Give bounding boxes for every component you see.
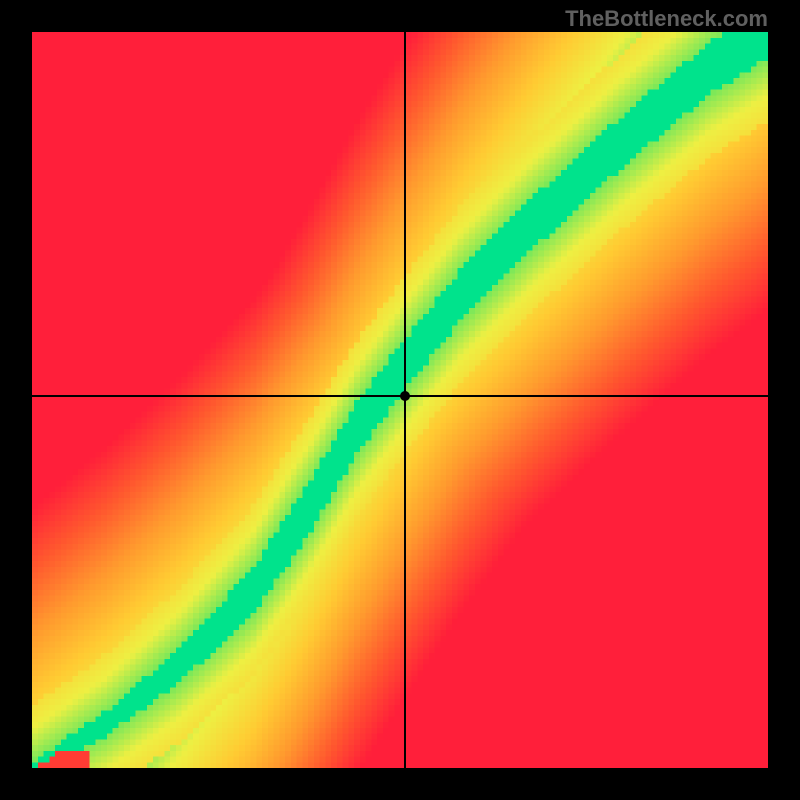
watermark-text: TheBottleneck.com bbox=[565, 6, 768, 32]
bottleneck-heatmap bbox=[32, 32, 768, 768]
